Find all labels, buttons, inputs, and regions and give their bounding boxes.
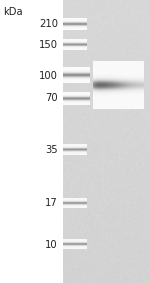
Text: 10: 10 xyxy=(45,240,58,250)
Text: 35: 35 xyxy=(45,145,58,155)
Text: 210: 210 xyxy=(39,19,58,29)
Text: 100: 100 xyxy=(39,71,58,81)
Text: 70: 70 xyxy=(45,93,58,104)
Bar xyxy=(63,0,150,283)
Text: kDa: kDa xyxy=(3,7,23,17)
Text: 150: 150 xyxy=(39,40,58,50)
Text: 17: 17 xyxy=(45,198,58,208)
